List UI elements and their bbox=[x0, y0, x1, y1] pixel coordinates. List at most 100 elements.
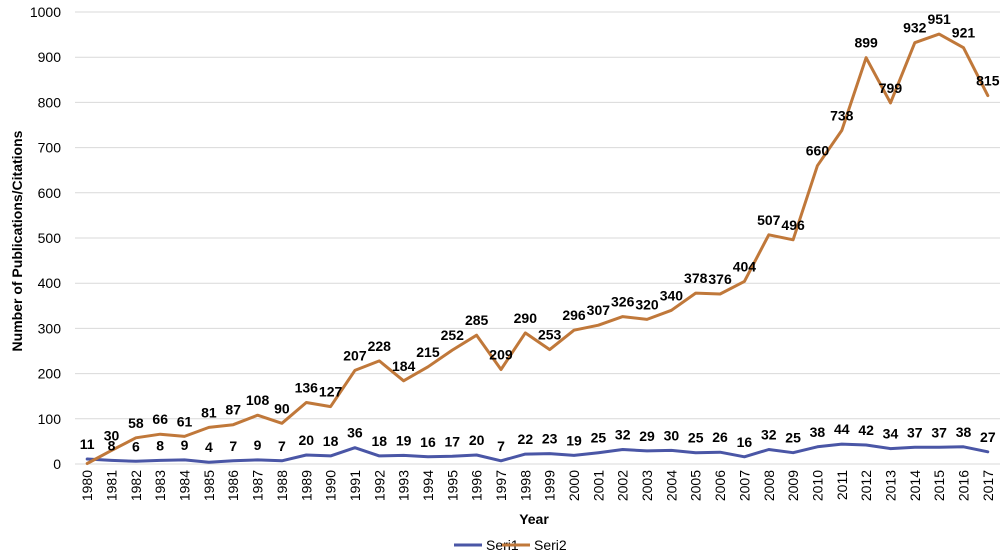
legend: Seri1 Seri2 bbox=[454, 537, 567, 553]
data-label-seri1: 7 bbox=[278, 438, 286, 454]
y-tick-label: 200 bbox=[38, 366, 62, 382]
data-label-seri1: 38 bbox=[810, 424, 826, 440]
y-tick-label: 800 bbox=[38, 94, 62, 110]
data-label-seri2: 496 bbox=[781, 217, 805, 233]
data-label-seri2: 87 bbox=[225, 402, 241, 418]
data-label-seri1: 29 bbox=[639, 428, 655, 444]
x-tick-label: 1981 bbox=[104, 470, 120, 501]
data-label-seri2: 209 bbox=[489, 347, 513, 363]
data-label-seri1: 34 bbox=[883, 426, 899, 442]
data-label-seri2: 285 bbox=[465, 312, 489, 328]
x-tick-label: 2016 bbox=[955, 470, 971, 501]
data-label-seri2: 951 bbox=[927, 11, 951, 27]
data-label-seri2: 799 bbox=[879, 80, 903, 96]
data-label-seri2: 61 bbox=[177, 413, 193, 429]
data-label-seri2: 253 bbox=[538, 327, 562, 343]
data-label-seri1: 37 bbox=[907, 424, 923, 440]
data-label-seri2: 376 bbox=[708, 271, 732, 287]
data-label-seri2: 932 bbox=[903, 20, 927, 36]
y-tick-label: 1000 bbox=[30, 4, 61, 20]
data-label-seri1: 25 bbox=[688, 430, 704, 446]
data-label-seri2: 207 bbox=[343, 347, 367, 363]
data-label-seri2: 81 bbox=[201, 404, 217, 420]
data-label-seri2: 108 bbox=[246, 392, 270, 408]
data-label-seri2: 290 bbox=[514, 310, 538, 326]
x-tick-label: 2009 bbox=[785, 470, 801, 501]
data-label-seri2: 296 bbox=[562, 307, 586, 323]
data-label-seri1: 8 bbox=[156, 437, 164, 453]
data-label-seri2: 66 bbox=[152, 411, 168, 427]
data-label-seri1: 8 bbox=[108, 437, 116, 453]
data-label-seri1: 20 bbox=[469, 432, 485, 448]
data-label-seri2: 899 bbox=[854, 35, 878, 51]
data-label-seri1: 7 bbox=[497, 438, 505, 454]
data-label-seri2: 136 bbox=[295, 380, 319, 396]
data-label-seri1: 38 bbox=[956, 424, 972, 440]
y-axis-ticks: 0 100 200 300 400 500 600 700 800 900 1000 bbox=[30, 4, 61, 472]
x-tick-label: 2010 bbox=[809, 470, 825, 501]
x-tick-label: 2007 bbox=[736, 470, 752, 501]
x-tick-label: 1995 bbox=[444, 470, 460, 501]
data-label-seri1: 16 bbox=[420, 434, 436, 450]
x-tick-label: 2015 bbox=[931, 470, 947, 501]
data-label-seri1: 19 bbox=[396, 432, 412, 448]
data-label-seri2: 815 bbox=[976, 73, 1000, 89]
data-label-seri2: 252 bbox=[441, 327, 465, 343]
x-tick-label: 1989 bbox=[298, 470, 314, 501]
data-label-seri1: 26 bbox=[712, 429, 728, 445]
x-tick-label: 2008 bbox=[761, 470, 777, 501]
data-label-seri2: 184 bbox=[392, 358, 416, 374]
data-label-seri1: 18 bbox=[371, 433, 387, 449]
x-tick-label: 2014 bbox=[907, 470, 923, 501]
x-tick-label: 1994 bbox=[420, 470, 436, 501]
y-tick-label: 400 bbox=[38, 275, 62, 291]
data-label-seri1: 19 bbox=[566, 432, 582, 448]
data-label-seri1: 44 bbox=[834, 421, 850, 437]
series-line-seri2 bbox=[85, 32, 990, 465]
x-tick-label: 2011 bbox=[834, 470, 850, 500]
data-label-seri2: 30 bbox=[104, 427, 120, 443]
data-label-seri1: 25 bbox=[785, 430, 801, 446]
data-label-seri2: 90 bbox=[274, 400, 290, 416]
data-label-seri2: 127 bbox=[319, 384, 343, 400]
legend-label-seri2: Seri2 bbox=[534, 537, 567, 553]
data-label-seri2: 307 bbox=[587, 302, 611, 318]
data-label-seri1: 36 bbox=[347, 425, 363, 441]
data-label-seri2: 215 bbox=[416, 344, 440, 360]
x-axis-ticks: 1980 1981 1982 1983 1984 1985 1986 1987 1988 1989… bbox=[79, 470, 996, 501]
x-tick-label: 1996 bbox=[469, 470, 485, 501]
x-tick-label: 1988 bbox=[274, 470, 290, 501]
x-tick-label: 1980 bbox=[79, 470, 95, 501]
data-label-seri1: 30 bbox=[664, 427, 680, 443]
data-label-seri1: 42 bbox=[858, 422, 874, 438]
series-line-seri1 bbox=[85, 442, 990, 464]
data-label-seri1: 32 bbox=[761, 427, 777, 443]
data-label-seri1: 7 bbox=[229, 438, 237, 454]
x-tick-label: 1999 bbox=[542, 470, 558, 501]
gridlines bbox=[75, 11, 1000, 465]
x-tick-label: 1998 bbox=[517, 470, 533, 501]
series-lines bbox=[85, 32, 990, 465]
data-label-seri1: 27 bbox=[980, 429, 996, 445]
x-tick-label: 2017 bbox=[980, 470, 996, 501]
x-tick-label: 2003 bbox=[639, 470, 655, 501]
x-tick-label: 1991 bbox=[347, 470, 363, 501]
x-tick-label: 2004 bbox=[663, 470, 679, 501]
data-label-seri1: 23 bbox=[542, 431, 558, 447]
x-tick-label: 1984 bbox=[177, 470, 193, 501]
x-tick-label: 2005 bbox=[688, 470, 704, 501]
x-axis-title: Year bbox=[519, 511, 549, 527]
data-label-seri2: 738 bbox=[830, 107, 854, 123]
x-tick-label: 1997 bbox=[493, 470, 509, 501]
data-label-seri1: 25 bbox=[591, 430, 607, 446]
x-tick-label: 2002 bbox=[615, 470, 631, 501]
y-tick-label: 900 bbox=[38, 49, 62, 65]
x-tick-label: 2012 bbox=[858, 470, 874, 501]
x-tick-label: 1986 bbox=[225, 470, 241, 501]
data-label-seri1: 20 bbox=[298, 432, 314, 448]
y-tick-label: 600 bbox=[38, 185, 62, 201]
data-label-seri2: 660 bbox=[806, 143, 830, 159]
